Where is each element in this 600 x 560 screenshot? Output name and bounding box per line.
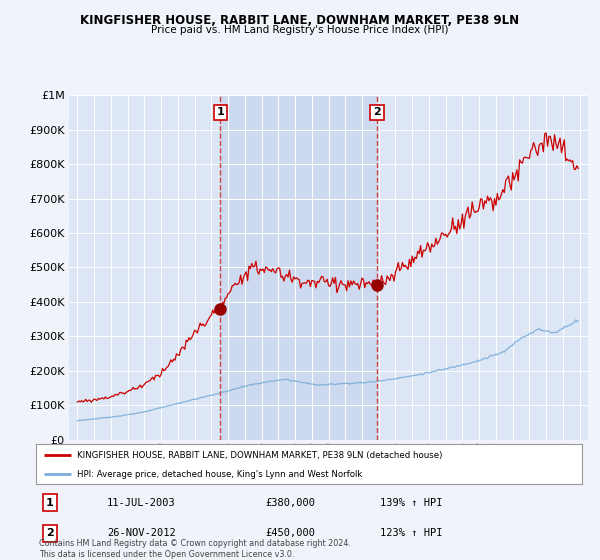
Text: 139% ↑ HPI: 139% ↑ HPI <box>380 498 442 507</box>
Text: 2: 2 <box>373 108 381 118</box>
Text: KINGFISHER HOUSE, RABBIT LANE, DOWNHAM MARKET, PE38 9LN (detached house): KINGFISHER HOUSE, RABBIT LANE, DOWNHAM M… <box>77 451 442 460</box>
Text: £380,000: £380,000 <box>265 498 316 507</box>
Text: 26-NOV-2012: 26-NOV-2012 <box>107 529 176 538</box>
Bar <box>220 95 377 440</box>
Text: HPI: Average price, detached house, King's Lynn and West Norfolk: HPI: Average price, detached house, King… <box>77 470 362 479</box>
Text: Price paid vs. HM Land Registry's House Price Index (HPI): Price paid vs. HM Land Registry's House … <box>151 25 449 35</box>
Text: £450,000: £450,000 <box>265 529 316 538</box>
Text: 1: 1 <box>46 498 53 507</box>
Text: KINGFISHER HOUSE, RABBIT LANE, DOWNHAM MARKET, PE38 9LN: KINGFISHER HOUSE, RABBIT LANE, DOWNHAM M… <box>80 14 520 27</box>
Text: 1: 1 <box>217 108 224 118</box>
Text: Contains HM Land Registry data © Crown copyright and database right 2024.
This d: Contains HM Land Registry data © Crown c… <box>39 539 351 559</box>
Text: 123% ↑ HPI: 123% ↑ HPI <box>380 529 442 538</box>
Text: 11-JUL-2003: 11-JUL-2003 <box>107 498 176 507</box>
Text: 2: 2 <box>46 529 53 538</box>
